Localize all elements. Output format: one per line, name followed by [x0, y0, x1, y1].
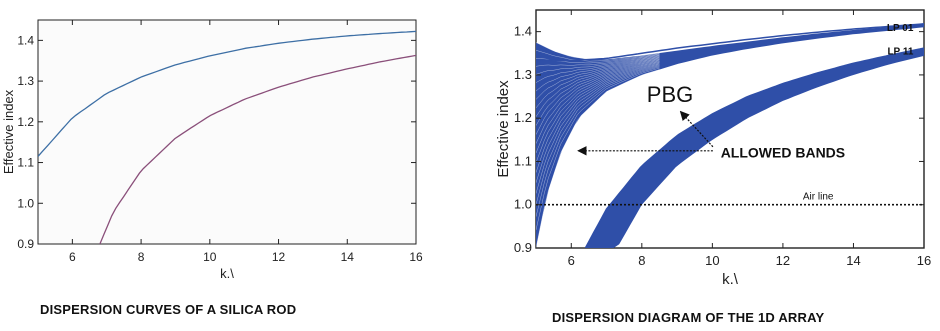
mode-label: LP 11 [887, 47, 913, 58]
plot-frame [37, 19, 417, 245]
plot-area [536, 23, 924, 248]
x-tick-label: 16 [917, 253, 931, 268]
plot-area [38, 30, 416, 244]
mode-line [536, 54, 660, 67]
y-axis-label: Effective index [1, 89, 16, 174]
x-tick-label: 16 [409, 250, 423, 264]
mode-line [536, 57, 660, 100]
caption-left: DISPERSION CURVES OF A SILICA ROD [40, 302, 297, 317]
x-tick-label: 8 [138, 250, 145, 264]
air-line-label: Air line [803, 192, 834, 203]
x-tick-label: 10 [203, 250, 217, 264]
mode-line [536, 63, 660, 173]
series-line-1 [536, 23, 924, 62]
y-tick-label: 1.0 [17, 196, 34, 210]
y-tick-label: 0.9 [514, 240, 532, 255]
y-tick-label: 1.4 [514, 24, 532, 39]
arrow-up [679, 110, 714, 148]
caption-right: DISPERSION DIAGRAM OF THE 1D ARRAY [552, 310, 825, 325]
y-tick-label: 1.0 [514, 197, 532, 212]
y-tick-label: 0.9 [17, 237, 34, 251]
mode-line [536, 64, 660, 183]
mode-label: LP 01 [887, 23, 914, 34]
y-tick-label: 1.3 [514, 67, 532, 82]
mode-line [536, 50, 660, 62]
series-line-1 [38, 30, 416, 157]
y-tick-label: 1.2 [514, 110, 532, 125]
mode-line [536, 55, 660, 75]
mode-line [536, 58, 660, 109]
x-tick-label: 6 [568, 253, 575, 268]
x-tick-label: 14 [341, 250, 355, 264]
mode-line [536, 56, 660, 92]
y-tick-label: 1.1 [17, 156, 34, 170]
mode-line [536, 59, 660, 126]
y-tick-label: 1.4 [17, 33, 34, 47]
mode-line [536, 66, 660, 217]
x-tick-label: 12 [272, 250, 286, 264]
y-tick-label: 1.2 [17, 115, 34, 129]
y-tick-label: 1.3 [17, 74, 34, 88]
x-axis-label: k.\ [220, 266, 234, 281]
chart-1: 6 8 10 12 14 16 0.9 1.0 1.1 1.2 1.3 1.4 k.\ Effective… [1, 19, 423, 281]
mode-line [536, 67, 660, 231]
mode-line [536, 60, 660, 135]
y-axis-label: Effective index [495, 80, 512, 178]
chart-2: 6 8 10 12 14 16 0.9 1.0 1.1 1.2 1.3 1.4 k.\ Effective… [495, 9, 931, 288]
mode-line [536, 62, 660, 163]
x-tick-label: 10 [705, 253, 719, 268]
series-line-2 [584, 47, 924, 248]
x-axis-label: k.\ [722, 271, 739, 288]
mode-line [536, 56, 660, 83]
series-line-2 [99, 54, 416, 244]
x-tick-label: 14 [846, 253, 860, 268]
x-tick-label: 6 [69, 250, 76, 264]
x-tick-label: 12 [776, 253, 790, 268]
band-2 [585, 48, 924, 248]
allowed-bands-label: ALLOWED BANDS [721, 145, 845, 161]
x-tick-label: 8 [638, 253, 645, 268]
mode-line [536, 64, 660, 194]
mode-line [536, 60, 660, 144]
mode-line [536, 58, 660, 117]
pbg-label: PBG [647, 82, 693, 107]
mode-line [536, 69, 660, 248]
mode-line [536, 61, 660, 154]
mode-line [536, 65, 660, 205]
y-tick-label: 1.1 [514, 153, 532, 168]
